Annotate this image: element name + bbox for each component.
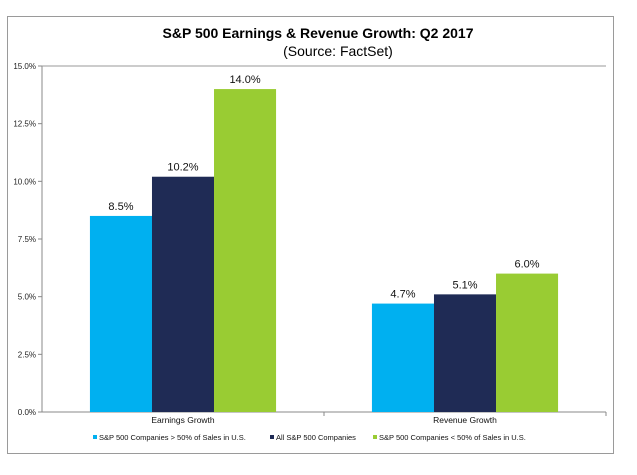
chart-frame — [7, 16, 614, 454]
data-label: 14.0% — [229, 74, 260, 86]
data-label: 8.5% — [108, 201, 133, 213]
data-label: 6.0% — [515, 259, 540, 271]
bar — [433, 294, 497, 412]
y-tick-label: 2.5% — [18, 350, 36, 359]
legend-label: S&P 500 Companies > 50% of Sales in U.S. — [99, 433, 246, 442]
y-tick-label: 0.0% — [18, 408, 36, 417]
x-category-label: Earnings Growth — [151, 415, 215, 425]
legend-swatch — [373, 435, 377, 439]
y-tick-label: 15.0% — [13, 62, 36, 71]
bar — [496, 273, 559, 412]
data-label: 4.7% — [390, 289, 415, 301]
bar — [89, 215, 152, 412]
data-label: 10.2% — [167, 162, 198, 174]
y-tick-label: 7.5% — [18, 235, 36, 244]
legend-label: All S&P 500 Companies — [276, 433, 356, 442]
bar — [214, 89, 277, 413]
y-tick-label: 5.0% — [18, 293, 36, 302]
y-tick-label: 12.5% — [13, 120, 36, 129]
chart-subtitle: (Source: FactSet) — [283, 43, 393, 59]
data-label: 5.1% — [452, 279, 477, 291]
x-category-label: Revenue Growth — [433, 415, 497, 425]
chart-title: S&P 500 Earnings & Revenue Growth: Q2 20… — [163, 25, 474, 41]
legend-swatch — [93, 435, 97, 439]
legend-swatch — [270, 435, 274, 439]
y-tick-label: 10.0% — [13, 177, 36, 186]
bar — [151, 176, 215, 412]
legend-label: S&P 500 Companies < 50% of Sales in U.S. — [379, 433, 526, 442]
bar — [371, 303, 434, 412]
